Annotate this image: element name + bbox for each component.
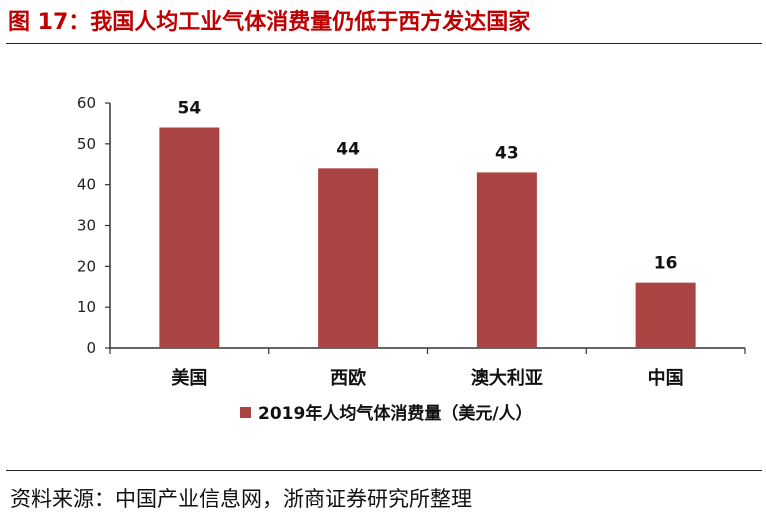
category-label: 中国	[648, 367, 684, 389]
y-tick-label: 20	[77, 257, 96, 275]
data-label: 43	[495, 143, 519, 163]
y-tick-label: 10	[77, 298, 96, 316]
figure-title: 图 17：我国人均工业气体消费量仍低于西方发达国家	[8, 10, 531, 35]
source-note: 资料来源：中国产业信息网，浙商证券研究所整理	[10, 487, 472, 511]
bar	[159, 127, 220, 348]
data-label: 16	[654, 254, 678, 274]
category-label: 西欧	[330, 367, 366, 389]
bar	[476, 172, 537, 348]
y-tick-label: 60	[77, 94, 96, 112]
chart-legend: 2019年人均气体消费量（美元/人）	[240, 403, 533, 424]
category-label: 澳大利亚	[471, 367, 543, 389]
chart-bars	[159, 127, 696, 348]
y-tick-label: 40	[77, 176, 96, 194]
data-label: 44	[336, 139, 360, 159]
y-tick-label: 30	[77, 217, 96, 235]
category-label: 美国	[171, 367, 207, 389]
legend-swatch	[240, 407, 251, 418]
bar-chart: 0 10 20 30 40 50 60 54 美国 44 西欧 43 澳大利亚 16 中国 2019年人均…	[77, 94, 746, 424]
y-tick-label: 50	[77, 135, 96, 153]
data-label: 54	[178, 99, 202, 119]
top-rule	[6, 43, 762, 44]
bottom-rule	[6, 470, 762, 471]
y-tick-label: 0	[86, 339, 96, 357]
legend-label: 2019年人均气体消费量（美元/人）	[258, 403, 533, 424]
chart-labels: 54 美国 44 西欧 43 澳大利亚 16 中国	[171, 99, 683, 390]
bar	[318, 168, 379, 348]
bar	[635, 282, 696, 348]
